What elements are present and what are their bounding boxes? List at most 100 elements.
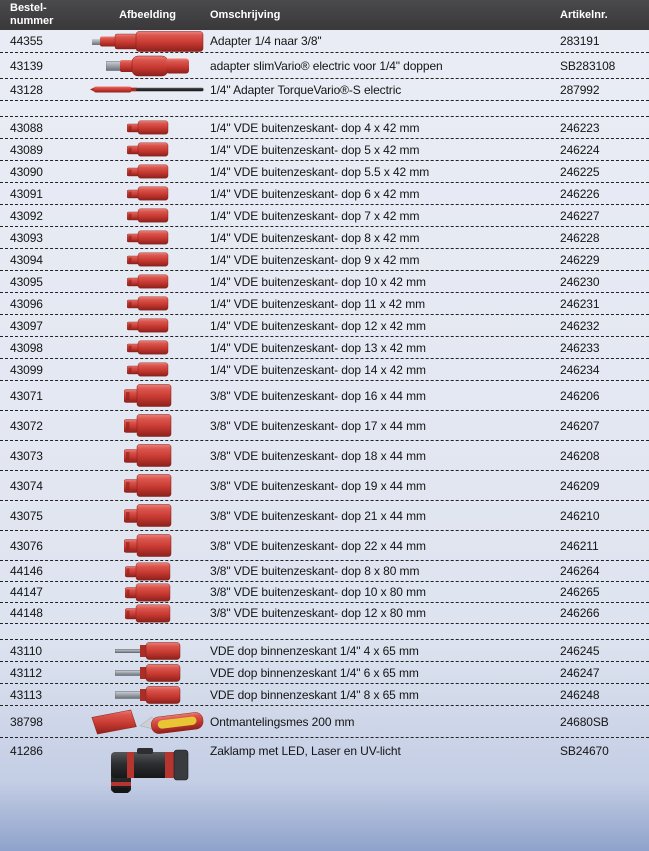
order-number: 43089	[10, 142, 43, 157]
article-number: 246247	[560, 665, 600, 680]
adapter-quarter-to-three-eighth-icon	[91, 30, 203, 52]
order-number: 43093	[10, 230, 43, 245]
article-number: SB283108	[560, 58, 616, 73]
order-number: 44148	[10, 606, 43, 620]
description: adapter slimVario® electric voor 1/4" do…	[210, 58, 443, 73]
vde-socket-42-icon	[126, 142, 168, 157]
description: 1/4" VDE buitenzeskant- dop 4 x 42 mm	[210, 120, 420, 135]
order-number: 43092	[10, 208, 43, 223]
product-image-cell	[90, 474, 205, 497]
order-number: 43075	[10, 508, 43, 523]
column-header-description: Omschrijving	[210, 9, 281, 21]
vde-socket-42-icon	[126, 362, 168, 377]
table-row: 44147 3/8" VDE buitenzeskant- dop 10 x 8…	[0, 582, 649, 603]
table-row: 43073 3/8" VDE buitenzeskant- dop 18 x 4…	[0, 441, 649, 471]
column-header-order: Bestel- nummer	[0, 2, 90, 27]
description: 1/4" VDE buitenzeskant- dop 7 x 42 mm	[210, 208, 420, 223]
table-row: 43094 1/4" VDE buitenzeskant- dop 9 x 42…	[0, 249, 649, 271]
vde-socket-44-icon	[123, 444, 171, 467]
product-image-cell	[90, 208, 205, 223]
table-row: 38798 Ontmantelingsmes 200 mm 24680SB	[0, 706, 649, 738]
slimvario-adapter-icon	[105, 55, 189, 76]
table-row: 43098 1/4" VDE buitenzeskant- dop 13 x 4…	[0, 337, 649, 359]
vde-hex-socket-8-icon	[114, 685, 180, 704]
table-row: 43128 1/4" Adapter TorqueVario®-S electr…	[0, 79, 649, 101]
article-number: 246211	[560, 538, 599, 553]
table-row: 44148 3/8" VDE buitenzeskant- dop 12 x 8…	[0, 603, 649, 624]
article-number: 246227	[560, 208, 600, 223]
description: 1/4" VDE buitenzeskant- dop 5.5 x 42 mm	[210, 164, 430, 179]
order-number: 43090	[10, 164, 43, 179]
article-number: 24680SB	[560, 714, 609, 729]
article-number: 246223	[560, 120, 600, 135]
table-row: 43110 VDE dop binnenzeskant 1/4" 4 x 65 …	[0, 640, 649, 662]
order-number: 43076	[10, 538, 43, 553]
vde-socket-42-icon	[126, 230, 168, 245]
vde-hex-socket-4-icon	[114, 641, 180, 660]
table-row: 43074 3/8" VDE buitenzeskant- dop 19 x 4…	[0, 471, 649, 501]
vde-socket-42-icon	[126, 186, 168, 201]
table-row: 44146 3/8" VDE buitenzeskant- dop 8 x 80…	[0, 561, 649, 582]
description: 1/4" Adapter TorqueVario®-S electric	[210, 82, 402, 97]
group-gap	[0, 624, 649, 640]
vde-socket-44-icon	[123, 414, 171, 437]
led-flashlight-icon	[110, 748, 188, 793]
vde-socket-42-icon	[126, 296, 168, 311]
article-number: 246264	[560, 564, 600, 578]
table-row: 43097 1/4" VDE buitenzeskant- dop 12 x 4…	[0, 315, 649, 337]
description: 3/8" VDE buitenzeskant- dop 17 x 44 mm	[210, 418, 426, 433]
description: VDE dop binnenzeskant 1/4" 8 x 65 mm	[210, 687, 419, 702]
order-number: 43074	[10, 478, 43, 493]
description: VDE dop binnenzeskant 1/4" 6 x 65 mm	[210, 665, 419, 680]
order-number: 43128	[10, 82, 43, 97]
product-image-cell	[90, 414, 205, 437]
column-header-article: Artikelnr.	[560, 9, 608, 21]
description: Ontmantelingsmes 200 mm	[210, 714, 355, 729]
column-header-image: Afbeelding	[119, 9, 176, 21]
article-number: 246210	[560, 508, 600, 523]
description: 1/4" VDE buitenzeskant- dop 14 x 42 mm	[210, 362, 426, 377]
order-number: 43097	[10, 318, 43, 333]
description: 3/8" VDE buitenzeskant- dop 21 x 44 mm	[210, 508, 426, 523]
table-row: 43075 3/8" VDE buitenzeskant- dop 21 x 4…	[0, 501, 649, 531]
vde-socket-42-icon	[126, 164, 168, 179]
table-row: 43139 adapter slimVario® electric voor 1…	[0, 53, 649, 79]
product-image-cell	[90, 340, 205, 355]
table-row: 43113 VDE dop binnenzeskant 1/4" 8 x 65 …	[0, 684, 649, 706]
vde-socket-42-icon	[126, 318, 168, 333]
table-row: 43093 1/4" VDE buitenzeskant- dop 8 x 42…	[0, 227, 649, 249]
article-number: 246230	[560, 274, 600, 289]
product-image-cell	[90, 164, 205, 179]
description: 1/4" VDE buitenzeskant- dop 8 x 42 mm	[210, 230, 420, 245]
product-image-cell	[90, 685, 205, 704]
table-header: Bestel- nummer Afbeelding Omschrijving A…	[0, 0, 649, 30]
product-image-cell	[90, 142, 205, 157]
article-number: 246245	[560, 643, 600, 658]
product-image-cell	[90, 444, 205, 467]
product-image-cell	[90, 120, 205, 135]
product-image-cell	[90, 30, 205, 52]
table-row: 41286 Zaklamp met LED, Laser en UV-licht…	[0, 738, 649, 793]
article-number: 246231	[560, 296, 600, 311]
article-number: 246266	[560, 606, 600, 620]
article-number: 246228	[560, 230, 600, 245]
product-image-cell	[90, 186, 205, 201]
table-row: 43076 3/8" VDE buitenzeskant- dop 22 x 4…	[0, 531, 649, 561]
description: 1/4" VDE buitenzeskant- dop 10 x 42 mm	[210, 274, 426, 289]
table-row: 43088 1/4" VDE buitenzeskant- dop 4 x 42…	[0, 117, 649, 139]
order-number: 44355	[10, 34, 43, 48]
product-image-cell	[90, 274, 205, 289]
article-number: 246224	[560, 142, 600, 157]
vde-socket-42-icon	[126, 274, 168, 289]
article-number: 246229	[560, 252, 600, 267]
order-number: 43112	[10, 665, 42, 680]
description: 3/8" VDE buitenzeskant- dop 22 x 44 mm	[210, 538, 426, 553]
order-number: 43073	[10, 448, 43, 463]
table-row: 44355 Adapter 1/4 naar 3/8" 283191	[0, 30, 649, 53]
order-number: 41286	[10, 744, 43, 758]
group-gap	[0, 101, 649, 117]
table-row: 43095 1/4" VDE buitenzeskant- dop 10 x 4…	[0, 271, 649, 293]
description: Zaklamp met LED, Laser en UV-licht	[210, 744, 401, 758]
table-row: 43091 1/4" VDE buitenzeskant- dop 6 x 42…	[0, 183, 649, 205]
article-number: 246248	[560, 687, 600, 702]
